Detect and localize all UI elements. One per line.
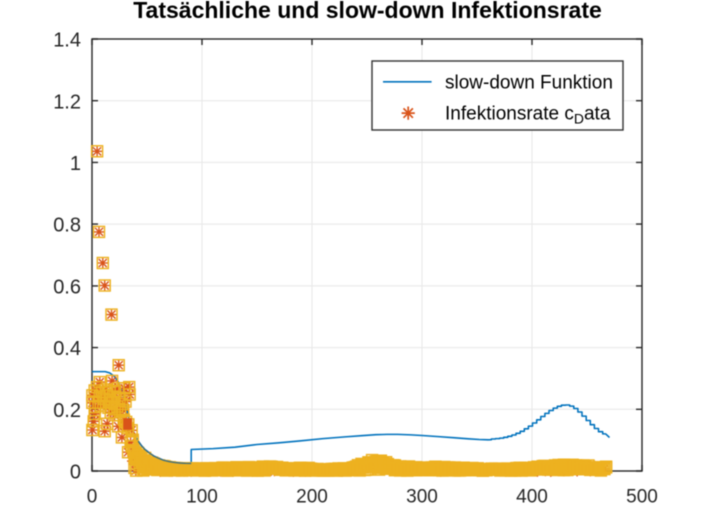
svg-text:100: 100 [186, 487, 218, 508]
svg-text:1: 1 [70, 153, 81, 175]
svg-text:0: 0 [70, 462, 81, 484]
svg-text:Infektionsrate cData: Infektionsrate cData [445, 104, 611, 127]
svg-text:500: 500 [626, 487, 658, 508]
svg-text:200: 200 [296, 487, 328, 508]
svg-text:0.6: 0.6 [53, 277, 81, 299]
svg-text:300: 300 [406, 487, 438, 508]
svg-text:slow-down Funktion: slow-down Funktion [445, 73, 613, 94]
svg-text:1.2: 1.2 [53, 91, 81, 113]
svg-text:1.4: 1.4 [53, 30, 81, 52]
svg-text:0.2: 0.2 [53, 400, 81, 422]
svg-text:0.8: 0.8 [53, 215, 81, 237]
svg-text:Tatsächliche und slow-down Inf: Tatsächliche und slow-down Infektionsrat… [133, 0, 602, 23]
svg-text:400: 400 [516, 487, 548, 508]
svg-text:0: 0 [87, 487, 98, 508]
svg-text:0.4: 0.4 [53, 338, 81, 360]
